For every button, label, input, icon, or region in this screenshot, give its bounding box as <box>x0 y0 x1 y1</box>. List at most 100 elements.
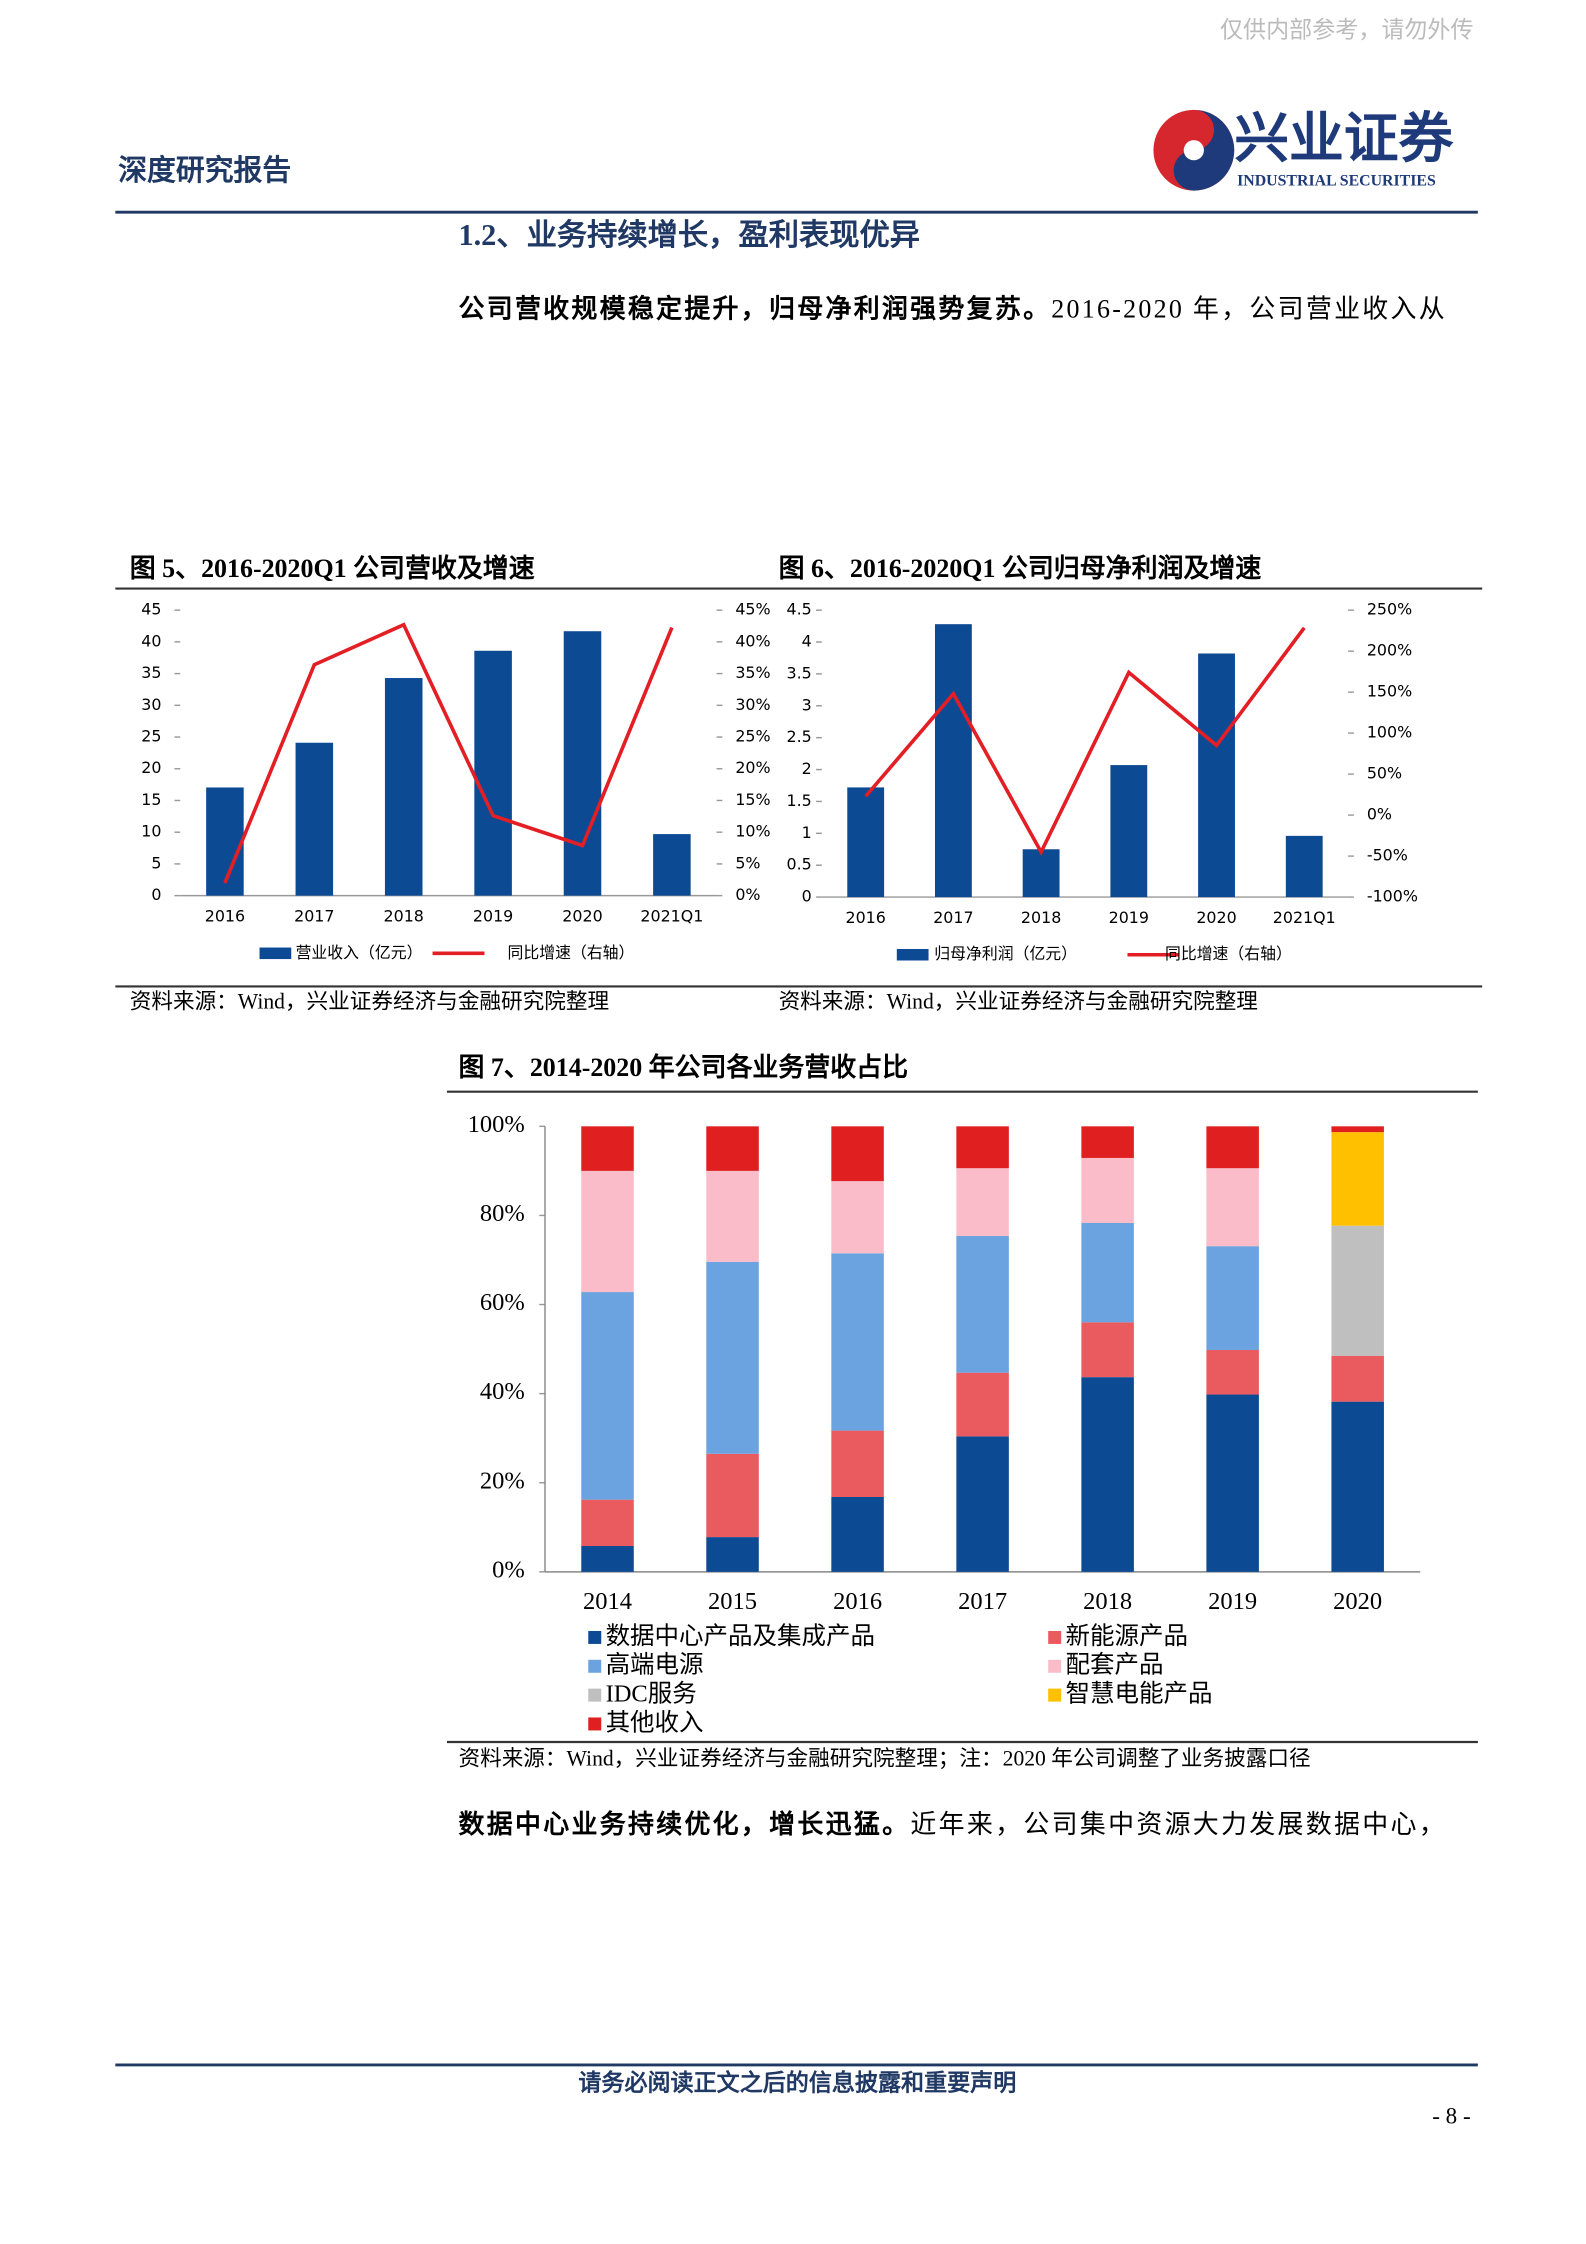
bar-segment <box>956 1436 1009 1572</box>
bar-segment <box>1081 1157 1134 1224</box>
paragraph-lead: 公司营收规模稳定提升，归母净利润强势复苏。 <box>458 294 1049 324</box>
legend-label: 归母净利润（亿元） <box>934 944 1077 963</box>
logo-name: 兴业证券 <box>1234 108 1454 169</box>
bar-segment <box>1206 1168 1259 1247</box>
bar-segment <box>1331 1401 1384 1572</box>
bar-segment <box>1331 1132 1384 1226</box>
bar <box>474 650 512 896</box>
x-tick-label: 2016 <box>846 908 886 927</box>
x-tick-label: 2021Q1 <box>640 907 703 926</box>
legend-swatch <box>1048 1659 1062 1673</box>
bar-segment <box>831 1496 884 1572</box>
y-tick-label: 25 <box>141 727 161 746</box>
bar-segment <box>831 1253 884 1431</box>
y-tick-label: 3.5 <box>787 663 812 682</box>
legend-swatch <box>1048 1630 1062 1644</box>
bar-segment <box>1081 1322 1134 1378</box>
legend-swatch <box>588 1717 602 1731</box>
x-tick-label: 2014 <box>583 1588 632 1615</box>
legend-label: 同比增速（右轴） <box>1165 944 1292 963</box>
bar-segment <box>1206 1349 1259 1395</box>
line <box>864 626 1306 856</box>
y-tick-label: 0.5 <box>787 855 812 874</box>
y2-tick-label: 15% <box>735 790 770 809</box>
watermark: 仅供内部参考，请勿外传 <box>1220 16 1474 42</box>
legend-label: 其他收入 <box>606 1708 704 1736</box>
legend-label: 同比增速（右轴） <box>508 943 635 962</box>
paragraph-line: 公司营收规模稳定提升，归母净利润强势复苏。 2016-2020 年，公司营业收入从 <box>458 294 1444 324</box>
y-tick-label: 10 <box>141 822 161 841</box>
logo <box>1153 109 1235 191</box>
y2-tick-label: 30% <box>735 695 770 714</box>
y-tick-label: 20 <box>141 758 161 777</box>
x-tick-label: 2021Q1 <box>1273 908 1336 927</box>
figure-source: 资料来源：Wind，兴业证券经济与金融研究院整理 <box>130 990 609 1014</box>
bar-segment <box>1331 1355 1384 1402</box>
y2-tick-label: 150% <box>1367 682 1412 701</box>
y2-tick-label: 40% <box>735 631 770 650</box>
y-tick-label: 15 <box>141 790 161 809</box>
y2-tick-label: 0% <box>1367 805 1392 824</box>
bar <box>1198 653 1235 898</box>
bar-segment <box>1331 1225 1384 1356</box>
y2-tick-label: 45% <box>735 600 770 619</box>
y-tick-label: 40 <box>141 631 161 650</box>
bar-segment <box>1081 1126 1134 1158</box>
legend-swatch <box>1048 1688 1062 1702</box>
y-tick-label: 4 <box>802 632 812 651</box>
bar <box>295 742 334 896</box>
x-tick-label: 2020 <box>1196 908 1236 927</box>
legend-label: 智慧电能产品 <box>1066 1679 1213 1707</box>
y2-tick-label: 5% <box>735 853 760 872</box>
x-tick-label: 2019 <box>473 907 513 926</box>
x-tick-label: 2017 <box>933 908 973 927</box>
y2-tick-label: 200% <box>1367 641 1412 660</box>
bar-segment <box>956 1372 1009 1437</box>
y-tick-label: 1 <box>802 823 812 842</box>
legend-swatch <box>896 948 929 961</box>
bar <box>1285 835 1323 898</box>
x-tick-label: 2017 <box>294 907 334 926</box>
bar <box>1022 849 1060 898</box>
y-tick-label: 80% <box>480 1200 525 1227</box>
y2-tick-label: -50% <box>1367 846 1408 865</box>
y-tick-label: 2.5 <box>787 727 812 746</box>
legend-swatch <box>588 1630 602 1644</box>
bar-segment <box>1081 1377 1134 1572</box>
x-tick-label: 2018 <box>384 907 424 926</box>
y-tick-label: 60% <box>480 1289 525 1316</box>
x-tick-label: 2016 <box>205 907 245 926</box>
y-tick-label: 20% <box>480 1467 525 1494</box>
bar <box>653 834 691 896</box>
y2-tick-label: 100% <box>1367 723 1412 742</box>
x-tick-label: 2019 <box>1109 908 1149 927</box>
logo-english: INDUSTRIAL SECURITIES <box>1237 173 1436 190</box>
bar-segment <box>581 1546 634 1572</box>
line <box>223 622 674 884</box>
y-tick-label: 40% <box>480 1378 525 1405</box>
y2-tick-label: 250% <box>1367 600 1412 619</box>
x-tick-label: 2015 <box>708 1588 757 1615</box>
legend-label: 新能源产品 <box>1066 1622 1189 1650</box>
x-tick-label: 2018 <box>1021 908 1061 927</box>
x-tick-label: 2018 <box>1083 1588 1132 1615</box>
legend-label: 数据中心产品及集成产品 <box>606 1622 875 1650</box>
bar <box>1110 765 1148 898</box>
legend-label: 配套产品 <box>1066 1651 1164 1679</box>
legend-swatch <box>588 1659 602 1673</box>
y-tick-label: 1.5 <box>787 791 812 810</box>
x-tick-label: 2020 <box>1333 1588 1382 1615</box>
page-number: - 8 - <box>1432 2103 1470 2129</box>
bar-segment <box>831 1430 884 1497</box>
legend-swatch <box>588 1688 602 1702</box>
y-tick-label: 35 <box>141 663 161 682</box>
bar-segment <box>1206 1126 1259 1169</box>
bar-segment <box>706 1170 759 1262</box>
paragraph-text: 2016-2020 年，公司营业收入从 <box>1051 295 1444 324</box>
figure-source: 资料来源：Wind，兴业证券经济与金融研究院整理 <box>779 990 1258 1014</box>
section-title: 1.2、业务持续增长，盈利表现优异 <box>458 218 920 252</box>
y-tick-label: 4.5 <box>787 600 812 619</box>
y-tick-label: 0 <box>151 885 161 904</box>
